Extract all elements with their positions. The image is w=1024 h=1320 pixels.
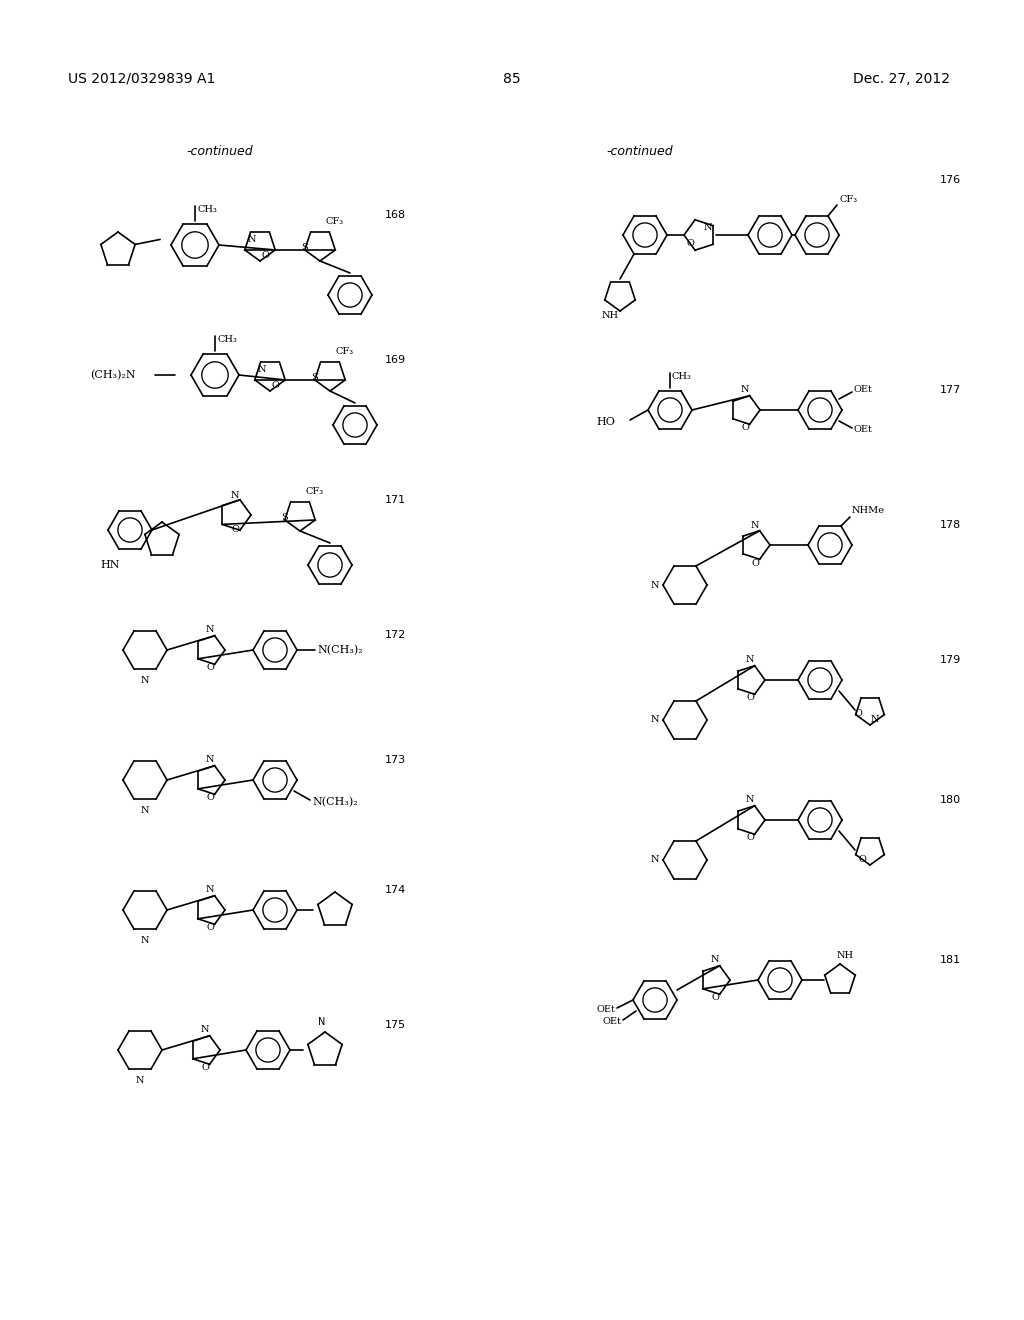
Text: CF₃: CF₃ (335, 347, 353, 356)
Text: N: N (650, 581, 659, 590)
Text: CH₃: CH₃ (217, 335, 237, 345)
Text: CF₃: CF₃ (325, 216, 343, 226)
Text: O: O (746, 693, 754, 702)
Text: N: N (650, 715, 659, 725)
Text: O: O (711, 994, 719, 1002)
Text: O: O (854, 709, 862, 718)
Text: CF₃: CF₃ (839, 195, 857, 205)
Text: 174: 174 (385, 884, 407, 895)
Text: N: N (140, 936, 150, 945)
Text: N: N (201, 1026, 209, 1035)
Text: (CH₃)₂N: (CH₃)₂N (90, 370, 135, 380)
Text: CF₃: CF₃ (305, 487, 324, 496)
Text: N: N (230, 491, 240, 499)
Text: 172: 172 (385, 630, 407, 640)
Text: O: O (201, 1064, 209, 1072)
Text: 168: 168 (385, 210, 407, 220)
Text: O: O (746, 833, 754, 842)
Text: -continued: -continued (186, 145, 253, 158)
Text: 173: 173 (385, 755, 407, 766)
Text: N: N (745, 796, 755, 804)
Text: N: N (740, 385, 750, 395)
Text: CH₃: CH₃ (672, 372, 692, 381)
Text: S: S (282, 512, 289, 521)
Text: N: N (258, 366, 266, 375)
Text: HN: HN (100, 560, 120, 570)
Text: S: S (302, 243, 308, 252)
Text: N: N (206, 886, 214, 895)
Text: HO: HO (596, 417, 615, 426)
Text: CH₃: CH₃ (198, 205, 218, 214)
Text: O: O (858, 855, 866, 865)
Text: 179: 179 (940, 655, 962, 665)
Text: 178: 178 (940, 520, 962, 531)
Text: N(CH₃)₂: N(CH₃)₂ (317, 645, 362, 655)
Text: Dec. 27, 2012: Dec. 27, 2012 (853, 73, 950, 86)
Text: N: N (140, 676, 150, 685)
Text: NH: NH (837, 950, 854, 960)
Text: O: O (741, 424, 749, 433)
Text: N: N (650, 855, 659, 865)
Text: -continued: -continued (606, 145, 674, 158)
Text: O: O (686, 239, 694, 248)
Text: OEt: OEt (854, 425, 872, 434)
Text: N(CH₃)₂: N(CH₃)₂ (312, 797, 357, 807)
Text: S: S (311, 372, 318, 381)
Text: OEt: OEt (854, 385, 872, 395)
Text: NH: NH (601, 310, 618, 319)
Text: 169: 169 (385, 355, 407, 366)
Text: O: O (751, 558, 759, 568)
Text: N: N (206, 626, 214, 635)
Text: N: N (703, 223, 713, 231)
Text: OEt: OEt (602, 1018, 621, 1027)
Text: 176: 176 (940, 176, 962, 185)
Text: N: N (136, 1076, 144, 1085)
Text: 180: 180 (940, 795, 962, 805)
Text: N: N (870, 715, 880, 725)
Text: 85: 85 (503, 73, 521, 86)
Text: US 2012/0329839 A1: US 2012/0329839 A1 (68, 73, 215, 86)
Text: N: N (248, 235, 256, 244)
Text: O: O (206, 924, 214, 932)
Text: OEt: OEt (596, 1006, 615, 1015)
Text: N: N (318, 1016, 326, 1027)
Text: 171: 171 (385, 495, 407, 506)
Text: O: O (206, 664, 214, 672)
Text: NHMe: NHMe (852, 506, 885, 515)
Text: N: N (206, 755, 214, 764)
Text: N: N (140, 807, 150, 814)
Text: N: N (711, 956, 719, 965)
Text: O: O (206, 793, 214, 803)
Text: O: O (231, 525, 239, 535)
Text: O: O (271, 380, 279, 389)
Text: N: N (751, 520, 759, 529)
Text: 181: 181 (940, 954, 962, 965)
Text: O: O (261, 251, 269, 260)
Text: N: N (745, 656, 755, 664)
Text: 177: 177 (940, 385, 962, 395)
Text: 175: 175 (385, 1020, 407, 1030)
